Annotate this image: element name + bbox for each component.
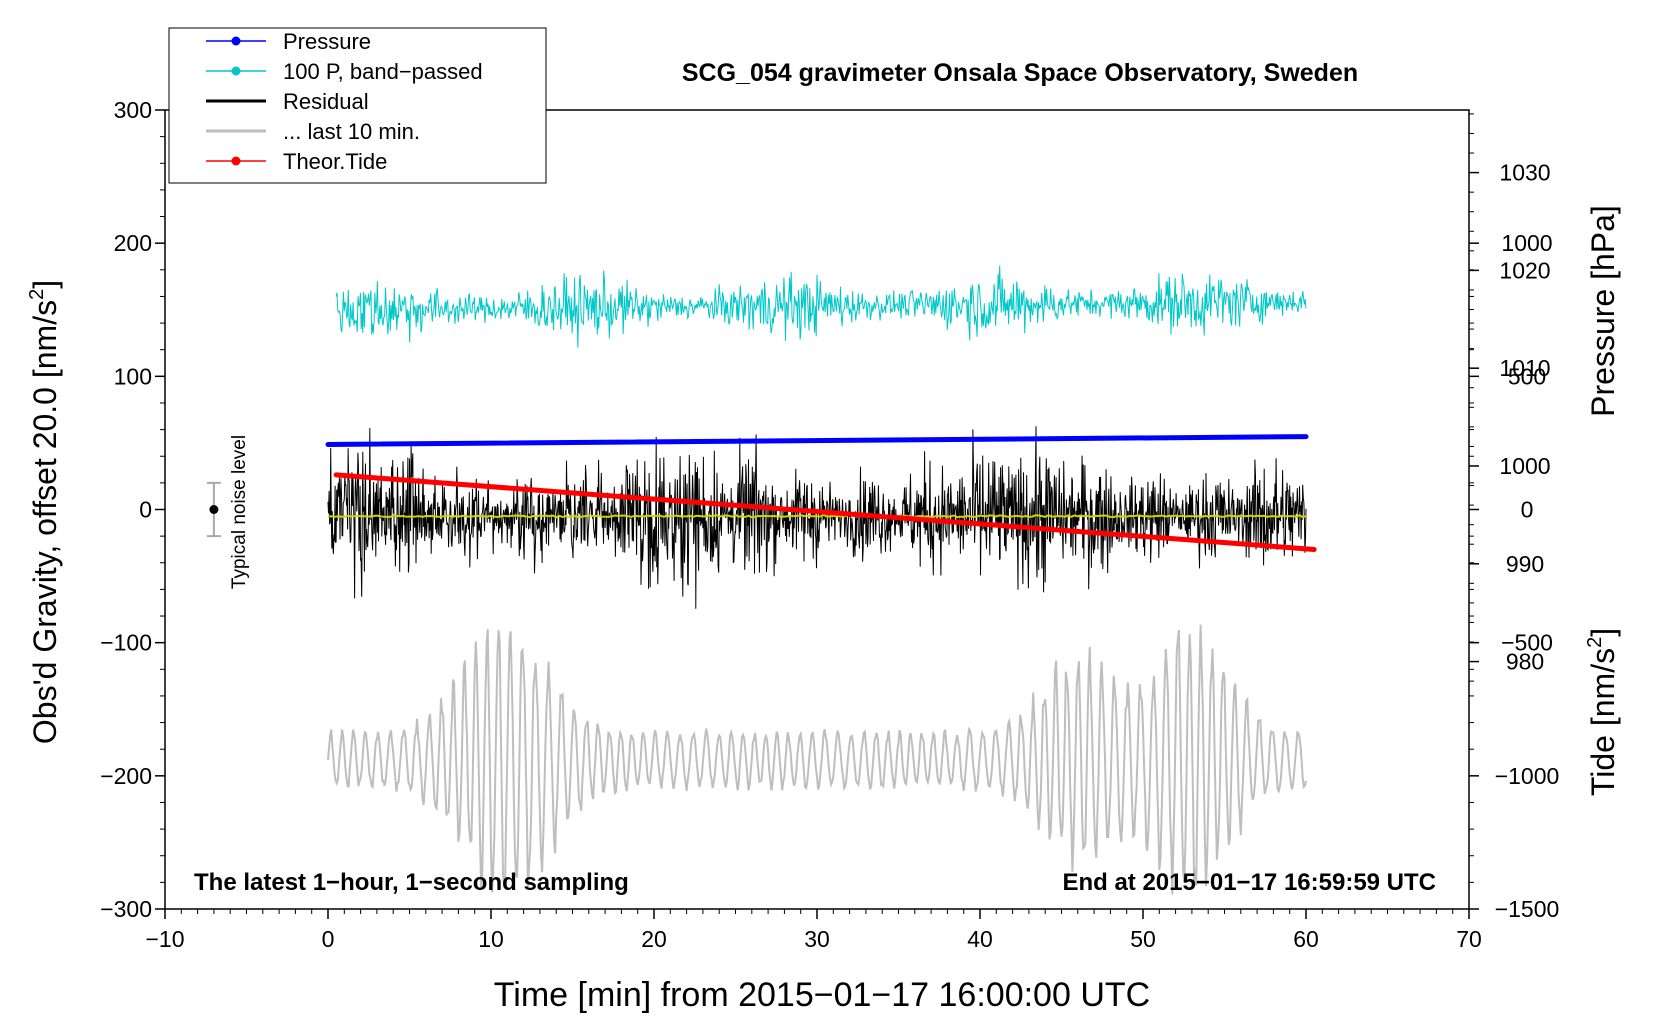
tide-tick-label: −500 (1501, 630, 1553, 656)
pressure-tick-label: 980 (1506, 649, 1544, 675)
pressure-tick-label: 1010 (1499, 355, 1550, 381)
tide-axis-label-sup: 2 (1584, 637, 1606, 648)
legend-box (168, 27, 547, 184)
legend-swatch-marker (231, 66, 241, 76)
residual-series-line (327, 426, 1307, 609)
pressure-tick-label: 1020 (1499, 257, 1550, 283)
x-tick-label: 40 (967, 926, 993, 952)
legend-label: 100 P, band−passed (283, 59, 483, 84)
residual-mean-line (327, 513, 1307, 519)
y-tick-label: 200 (114, 230, 152, 256)
x-tick-label: 60 (1293, 926, 1319, 952)
noise-bar-label: Typical noise level (229, 435, 250, 589)
x-tick-label: 10 (478, 926, 504, 952)
y-tick-label: −300 (100, 896, 152, 922)
y-tick-label: 100 (114, 363, 152, 389)
tide-tick-label: 0 (1521, 497, 1534, 523)
noise-bar-dot (209, 505, 219, 514)
tide-tick-label: 1000 (1501, 230, 1552, 256)
x-tick-label: 30 (804, 926, 830, 952)
y-tick-label: 0 (139, 497, 152, 523)
y-axis-label-left-end: ] (27, 280, 63, 289)
x-tick-label: 0 (322, 926, 335, 952)
annotation-bottom-left: The latest 1−hour, 1−second sampling (194, 869, 629, 896)
tide-tick-label: −1000 (1495, 763, 1560, 789)
legend-label: Residual (283, 89, 369, 114)
tide-axis-label: Tide [nm/s2] (1584, 628, 1621, 796)
legend-label: Theor.Tide (283, 149, 387, 174)
tide-axis-label-main: Tide [nm/s (1585, 648, 1621, 796)
chart-title: SCG_054 gravimeter Onsala Space Observat… (682, 59, 1358, 87)
y-axis-label-left: Obs'd Gravity, offset 20.0 [nm/s2] (26, 280, 63, 744)
x-tick-label: 50 (1130, 926, 1156, 952)
pressure-axis-label: Pressure [hPa] (1585, 205, 1621, 417)
legend-label: Pressure (283, 29, 371, 54)
axis-layer: −10 0 10 20 30 40 50 60 703002001000−100−200−300… (100, 97, 1559, 952)
last-10-min-series-line (327, 624, 1307, 895)
series-layer (325, 265, 1317, 895)
legend-swatch-marker (231, 36, 241, 46)
tide-axis-label-end: ] (1585, 628, 1621, 637)
pressure-tick-label: 1030 (1499, 160, 1550, 186)
x-tick-label: 70 (1456, 926, 1482, 952)
x-tick-label: −10 (145, 926, 184, 952)
pressure-tick-label: 990 (1506, 551, 1544, 577)
y-tick-label: −200 (100, 763, 152, 789)
pressure-tick-label: 1000 (1499, 453, 1550, 479)
y-axis-label-left-sup: 2 (26, 289, 48, 300)
y-tick-label: −100 (100, 630, 152, 656)
tide-series-line (333, 472, 1317, 552)
y-axis-label-left-main: Obs'd Gravity, offset 20.0 [nm/s (27, 300, 63, 744)
y-tick-label: 300 (114, 97, 152, 123)
bandpassed-pressure-series-line (335, 265, 1307, 348)
legend-swatch-marker (231, 156, 241, 166)
legend-label: ... last 10 min. (283, 119, 420, 144)
tide-tick-label: −1500 (1495, 896, 1560, 922)
legend: Pressure 100 P, band−passed Residual ... la… (168, 27, 547, 184)
annotation-bottom-right: End at 2015−01−17 16:59:59 UTC (1062, 869, 1436, 896)
x-axis-label: Time [min] from 2015−01−17 16:00:00 UTC (494, 976, 1150, 1014)
noise-bar-group (206, 481, 221, 538)
tide-tick-label: 500 (1508, 363, 1546, 389)
pressure-series-line (325, 434, 1309, 447)
x-tick-label: 20 (641, 926, 667, 952)
